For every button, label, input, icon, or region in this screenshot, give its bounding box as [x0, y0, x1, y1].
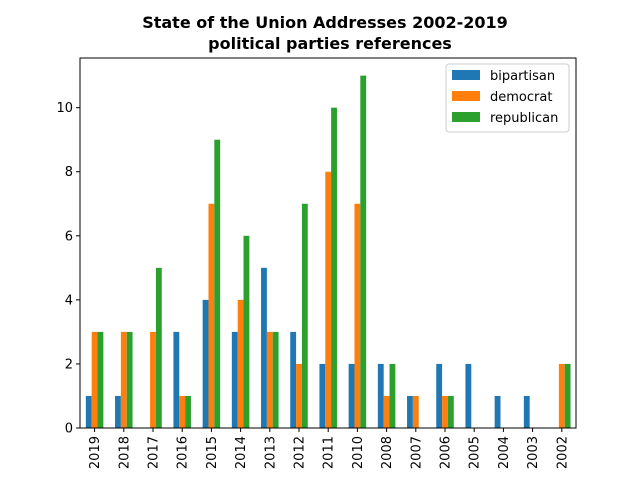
- bar-democrat-2010: [354, 203, 361, 428]
- legend-label-bipartisan: bipartisan: [490, 69, 555, 84]
- bar-republican-2015: [214, 139, 221, 428]
- bar-republican-2011: [331, 107, 337, 429]
- y-tick-label: 10: [56, 101, 73, 116]
- bar-republican-2006: [447, 395, 454, 428]
- bar-republican-2008: [389, 363, 396, 428]
- x-tick-label: 2019: [88, 436, 103, 469]
- x-tick-label: 2017: [147, 436, 162, 469]
- y-tick-label: 6: [65, 229, 73, 244]
- bar-democrat-2018: [120, 331, 127, 428]
- bar-democrat-2006: [442, 395, 448, 428]
- x-tick-label: 2014: [234, 436, 249, 469]
- x-tick-label: 2002: [555, 436, 570, 469]
- x-tick-label: 2012: [293, 436, 308, 469]
- legend-label-democrat: democrat: [490, 90, 552, 105]
- bar-bipartisan-2004: [494, 395, 501, 428]
- bar-democrat-2011: [325, 171, 332, 428]
- bars-group: [85, 75, 571, 429]
- y-axis: 0 2 4 6 8 10: [56, 101, 80, 437]
- bar-bipartisan-2005: [465, 363, 472, 428]
- bar-bipartisan-2010: [348, 363, 355, 428]
- legend-swatch-republican: [452, 112, 480, 122]
- y-tick-label: 4: [65, 293, 73, 308]
- bar-republican-2019: [97, 331, 104, 428]
- bar-democrat-2019: [91, 331, 98, 428]
- bar-democrat-2017: [150, 331, 156, 428]
- x-tick-label: 2007: [409, 436, 424, 469]
- bar-bipartisan-2014: [231, 331, 238, 428]
- bar-republican-2012: [301, 203, 308, 428]
- bar-democrat-2002: [558, 363, 565, 428]
- x-tick-label: 2006: [439, 436, 454, 469]
- x-tick-label: 2011: [322, 436, 337, 469]
- bar-democrat-2015: [208, 203, 215, 428]
- bar-bipartisan-2018: [115, 395, 121, 428]
- bar-republican-2016: [185, 395, 191, 428]
- x-tick-label: 2008: [380, 436, 395, 469]
- bar-bipartisan-2012: [290, 331, 297, 428]
- x-tick-label: 2003: [526, 436, 541, 469]
- legend-swatch-democrat: [452, 91, 480, 101]
- bar-republican-2017: [155, 267, 162, 428]
- x-tick-label: 2010: [351, 436, 366, 469]
- y-tick-label: 0: [65, 422, 73, 437]
- bar-bipartisan-2016: [173, 331, 180, 428]
- bar-democrat-2007: [412, 395, 419, 428]
- x-tick-label: 2015: [205, 436, 220, 469]
- bar-bipartisan-2008: [377, 363, 384, 428]
- bar-democrat-2012: [296, 363, 302, 428]
- bar-republican-2002: [564, 363, 571, 428]
- plot-frame: [79, 57, 577, 429]
- x-tick-label: 2004: [497, 436, 512, 469]
- legend-swatch-bipartisan: [452, 70, 480, 80]
- bar-bipartisan-2011: [319, 363, 326, 428]
- bar-bipartisan-2007: [407, 395, 413, 428]
- bar-republican-2014: [243, 235, 250, 428]
- bar-democrat-2008: [383, 395, 390, 428]
- bar-republican-2013: [272, 331, 279, 428]
- x-tick-label: 2016: [176, 436, 191, 469]
- bar-bipartisan-2003: [523, 395, 530, 428]
- bar-bipartisan-2013: [261, 267, 267, 428]
- y-tick-label: 8: [65, 165, 73, 180]
- chart-subtitle: political parties references: [208, 34, 452, 53]
- bar-republican-2010: [360, 75, 367, 429]
- bar-bipartisan-2015: [202, 299, 209, 428]
- bar-bipartisan-2019: [85, 395, 92, 428]
- bar-bipartisan-2006: [436, 363, 443, 428]
- x-tick-label: 2005: [468, 436, 483, 469]
- bar-democrat-2016: [179, 395, 186, 428]
- chart-title: State of the Union Addresses 2002-2019: [142, 13, 508, 32]
- x-tick-label: 2018: [117, 436, 132, 469]
- legend-label-republican: republican: [490, 111, 558, 126]
- bar-democrat-2013: [266, 331, 273, 428]
- legend: bipartisan democrat republican: [445, 63, 570, 133]
- y-tick-label: 2: [65, 357, 73, 372]
- bar-republican-2018: [126, 331, 133, 428]
- x-tick-label: 2013: [263, 436, 278, 469]
- x-axis: 2019 2018 2017 2016 2015 2014 2013 2012 2011 2010…: [88, 428, 570, 469]
- bar-democrat-2014: [237, 299, 244, 428]
